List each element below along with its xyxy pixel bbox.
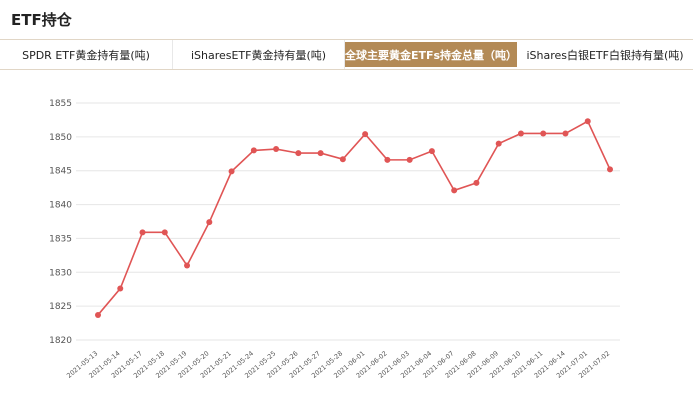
data-point[interactable]: [562, 130, 569, 137]
y-tick-label: 1835: [49, 234, 72, 244]
data-point[interactable]: [317, 150, 324, 157]
data-point[interactable]: [428, 148, 435, 155]
y-tick-label: 1850: [49, 133, 72, 143]
data-point[interactable]: [384, 156, 391, 163]
tab-ishares-silver[interactable]: iShares白银ETF白银持有量(吨): [526, 48, 684, 62]
data-point[interactable]: [473, 179, 480, 186]
y-axis-ticks: 1820 1825 1830 1835 1840 1845 1850 1855: [49, 99, 72, 346]
y-tick-label: 1845: [49, 167, 72, 177]
data-point[interactable]: [517, 130, 524, 137]
page-title: ETF持仓: [11, 11, 72, 29]
data-point[interactable]: [540, 130, 547, 137]
data-point[interactable]: [584, 118, 591, 125]
line-chart: 1820 1825 1830 1835 1840 1845 1850 1855 2021-05…: [49, 99, 620, 380]
data-point[interactable]: [228, 168, 235, 175]
data-point[interactable]: [139, 229, 146, 236]
data-point[interactable]: [250, 147, 257, 154]
data-point[interactable]: [339, 156, 346, 163]
y-tick-label: 1820: [49, 336, 72, 346]
series-layer: [95, 118, 613, 318]
data-point[interactable]: [451, 187, 458, 194]
data-point[interactable]: [161, 229, 168, 236]
data-point[interactable]: [95, 311, 101, 318]
data-point[interactable]: [295, 150, 302, 157]
y-tick-label: 1825: [49, 302, 72, 312]
y-tick-label: 1830: [49, 268, 72, 278]
y-tick-label: 1855: [49, 99, 72, 109]
tab-ishares-gold[interactable]: iSharesETF黄金持有量(吨): [173, 40, 345, 69]
series-line: [97, 120, 611, 316]
data-point[interactable]: [206, 219, 213, 226]
grid-lines: [76, 102, 620, 341]
data-point[interactable]: [184, 262, 191, 269]
data-point[interactable]: [406, 156, 413, 163]
tab-global-gold-etfs[interactable]: 全球主要黄金ETFs持金总量（吨）: [345, 42, 517, 67]
y-tick-label: 1840: [49, 201, 72, 211]
tab-bar: SPDR ETF黄金持有量(吨) iSharesETF黄金持有量(吨) 全球主要…: [0, 39, 693, 70]
data-point[interactable]: [495, 140, 502, 147]
data-point[interactable]: [273, 146, 280, 153]
tab-spdr-gold[interactable]: SPDR ETF黄金持有量(吨): [0, 40, 173, 69]
data-point[interactable]: [362, 131, 369, 138]
data-point[interactable]: [117, 285, 124, 292]
data-point[interactable]: [607, 166, 613, 173]
x-axis-ticks: 2021-05-132021-05-142021-05-172021-05-18…: [65, 349, 611, 379]
